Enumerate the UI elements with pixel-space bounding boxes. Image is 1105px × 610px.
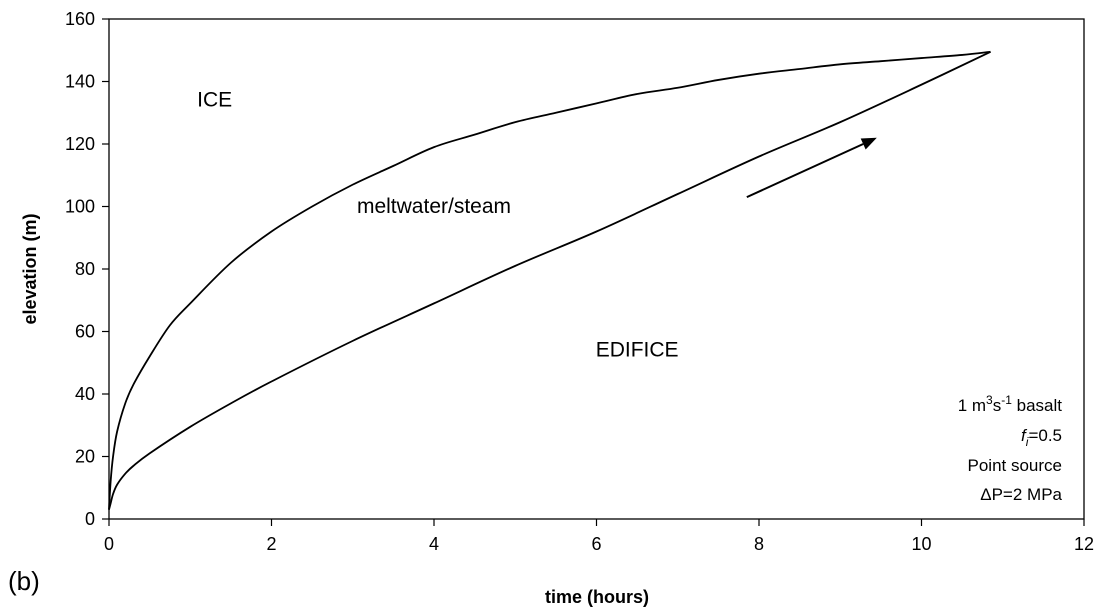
plot-frame [108, 18, 1085, 520]
arrow-layer [746, 137, 877, 199]
y-tick-label: 20 [75, 447, 95, 467]
y-tick-label: 0 [85, 509, 95, 529]
x-tick-label: 4 [429, 534, 439, 554]
x-tick-label: 8 [754, 534, 764, 554]
region-labels: ICE meltwater/steam EDIFICE [197, 89, 678, 362]
x-tick-label: 0 [104, 534, 114, 554]
y-ticks: 0 20 40 60 80 100 120 140 160 [65, 9, 109, 529]
direction-arrow-head [860, 137, 877, 150]
x-tick-label: 12 [1074, 534, 1094, 554]
y-tick-label: 40 [75, 384, 95, 404]
y-axis-title: elevation (m) [20, 213, 40, 324]
y-tick-label: 160 [65, 9, 95, 29]
x-axis-title: time (hours) [545, 587, 649, 607]
y-tick-label: 100 [65, 197, 95, 217]
x-tick-label: 6 [591, 534, 601, 554]
series-layer [108, 50, 991, 510]
y-tick-label: 120 [65, 134, 95, 154]
note-source: Point source [968, 456, 1063, 475]
region-label: EDIFICE [596, 339, 679, 362]
note-discharge: 1 m3s-1 basalt [958, 393, 1063, 415]
axes [108, 18, 1085, 520]
direction-arrow-shaft [746, 143, 864, 199]
y-tick-label: 60 [75, 322, 95, 342]
x-ticks: 0 2 4 6 8 10 12 [104, 519, 1094, 554]
region-label: ICE [197, 89, 232, 112]
region-label: meltwater/steam [357, 195, 511, 218]
note-pressure: ΔP=2 MPa [980, 485, 1062, 504]
x-tick-label: 10 [911, 534, 931, 554]
note-fi: fi=0.5 [1021, 426, 1062, 449]
y-tick-label: 80 [75, 259, 95, 279]
y-tick-label: 140 [65, 72, 95, 92]
parameter-notes: 1 m3s-1 basalt fi=0.5 Point source ΔP=2 … [958, 393, 1063, 504]
panel-label: (b) [8, 566, 40, 596]
edifice-boundary-line [108, 50, 991, 510]
ice-boundary-line [108, 50, 991, 510]
x-tick-label: 2 [266, 534, 276, 554]
